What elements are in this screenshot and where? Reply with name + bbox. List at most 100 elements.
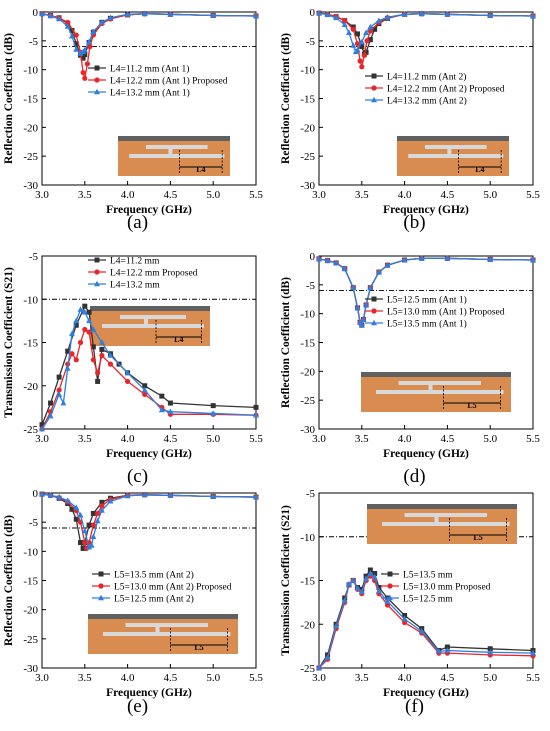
data-point [73,46,80,52]
y-tick-label: -20 [300,122,315,134]
series-3 [316,9,536,55]
x-tick-label: 3.0 [35,672,49,684]
y-tick-label: 0 [33,488,39,500]
data-point [90,28,97,34]
data-point [354,46,361,53]
data-point [401,615,408,622]
data-point [167,408,174,414]
legend-marker [94,257,100,263]
data-point [444,644,450,650]
y-tick-label: -20 [23,122,38,134]
x-tick-label: 3.0 [312,189,326,201]
data-point [487,12,494,18]
data-point [69,27,75,33]
data-point [65,348,71,354]
legend-entry: L4=12.2 mm (Ant 1) Proposed [110,76,228,87]
data-point [107,352,114,358]
data-point [94,517,101,524]
data-point [363,301,370,308]
series-1 [39,491,259,551]
data-point [167,11,174,17]
data-point [98,19,105,25]
chart-svg: 3.0 3.5 4.0 4.5 5.0 5.5 -5 -10 -15 -20 -25 Frequenc… [280,488,540,699]
x-tick-label: 3.5 [78,672,92,684]
y-tick-label: -30 [300,424,315,436]
y-axis-label: Reflection Coefficient (dB) [3,33,15,164]
x-axis-label: Frequency (GHz) [383,687,469,699]
data-point [372,571,378,576]
legend-entry: L5=13.0 mm Proposed [403,583,491,593]
legend-entry: L5=12.5 mm (Ant 2) [114,594,194,605]
inset-length-label: L5 [467,401,476,410]
x-tick-label: 5.5 [249,433,263,445]
data-point [418,10,425,17]
data-point [80,69,86,76]
panel-caption: (e) [126,696,149,717]
x-tick-label: 4.0 [398,189,412,201]
x-tick-label: 5.5 [249,672,263,684]
data-point [98,339,105,345]
data-point [354,304,361,311]
legend: L4=11.2 mm (Ant 2)L4=12.2 mm (Ant 2) Pro… [365,72,505,107]
data-point [487,649,494,655]
chart-panel-6: 3.0 3.5 4.0 4.5 5.0 5.5 -5 -10 -15 -20 -25 Frequenc… [277,488,550,731]
panel-caption: (d) [403,466,426,487]
data-point [210,12,217,18]
inset-feed [168,145,173,157]
x-tick-label: 4.0 [121,672,135,684]
data-point [167,492,174,498]
chart-panel-4: 3.0 3.5 4.0 4.5 5.0 5.5 0 -5 -10 -15 -20 -25 -30 Freq… [277,244,550,487]
data-point [87,44,93,50]
data-point [341,21,348,27]
data-point [86,309,92,315]
data-point [90,510,96,516]
panel-caption: (f) [405,696,424,717]
data-point [39,490,45,497]
inset-strip-bottom [102,324,204,328]
data-point [68,330,75,337]
data-point [363,29,370,36]
data-point [210,410,217,416]
y-tick-label: -20 [300,366,315,378]
panel-caption: (c) [126,466,149,487]
inset-feed [447,145,452,157]
data-point [90,326,97,332]
chart-panel-2: 3.0 3.5 4.0 4.5 5.0 5.5 0 -5 -10 -15 -20 -25 -30 Freq… [277,0,550,243]
data-point [375,587,382,594]
x-tick-label: 5.5 [526,433,540,445]
data-point [80,55,86,61]
data-point [141,386,148,393]
data-point [82,75,88,81]
series-line [318,12,534,53]
x-tick-label: 5.0 [206,433,220,445]
chart-panel-5: 3.0 3.5 4.0 4.5 5.0 5.5 0 -5 -10 -15 -20 -25 -30 Freq… [0,488,275,731]
data-point [324,11,331,18]
y-tick-label: -30 [23,663,38,675]
series-3 [39,10,259,56]
y-tick-label: -15 [300,576,315,588]
data-point [88,542,95,548]
x-tick-label: 5.5 [526,672,540,684]
data-point [167,400,173,406]
data-point [90,533,97,540]
y-tick-label: -5 [29,517,39,529]
data-point [95,370,101,376]
data-point [47,412,54,419]
x-tick-label: 5.5 [526,189,540,201]
data-point [530,649,536,656]
data-point [64,365,71,371]
legend-marker [94,280,100,287]
data-point [530,12,536,19]
y-tick-label: -15 [300,338,315,350]
data-point [99,352,105,359]
x-tick-label: 5.0 [483,672,497,684]
data-point [359,44,365,50]
data-point [359,64,365,70]
data-point [358,38,365,45]
data-point [363,49,369,55]
x-axis-label: Frequency (GHz) [106,204,192,216]
antenna-inset: L4 [118,136,230,176]
data-point [65,19,71,25]
data-point [141,10,148,17]
legend-entry: L4=11.2 mm (Ant 1) [110,64,189,75]
